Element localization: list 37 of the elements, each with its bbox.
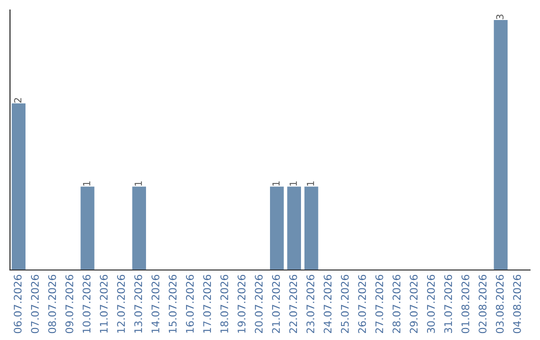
x-tick-label: 21.07.2026 [272, 274, 280, 334]
x-tick-label: 11.07.2026 [100, 274, 108, 333]
x-tick-label: 06.07.2026 [14, 274, 22, 334]
x-tick-label: 07.07.2026 [30, 274, 39, 334]
x-tick-label: 14.07.2026 [152, 274, 160, 333]
data-label: 1 [83, 181, 90, 186]
data-label: 1 [272, 181, 280, 186]
x-tick-label: 22.07.2026 [289, 274, 298, 334]
x-tick-label: 18.07.2026 [220, 274, 228, 333]
data-label: 1 [290, 181, 297, 186]
x-tick-label: 03.08.2026 [496, 274, 504, 334]
x-tick-label: 10.07.2026 [82, 274, 91, 333]
x-tick-label: 08.07.2026 [48, 274, 56, 334]
x-tick-label: 09.07.2026 [65, 274, 74, 334]
x-tick-label: 29.07.2026 [410, 274, 418, 334]
x-tick-label: 28.07.2026 [392, 274, 400, 334]
x-tick-label: 23.07.2026 [306, 274, 314, 334]
x-tick-label: 31.07.2026 [444, 274, 452, 334]
x-tick-label: 25.07.2026 [340, 274, 349, 334]
x-tick-label: 01.08.2026 [461, 274, 470, 334]
data-label: 1 [134, 181, 142, 186]
x-tick-label: 12.07.2026 [117, 274, 125, 333]
data-label: 1 [306, 181, 314, 186]
x-tick-label: 19.07.2026 [238, 274, 246, 333]
x-tick-label: 16.07.2026 [186, 274, 194, 333]
x-tick-label: 17.07.2026 [203, 274, 212, 333]
x-tick-label: 30.07.2026 [427, 274, 435, 334]
x-tick-label: 27.07.2026 [375, 274, 384, 334]
x-tick-label: 13.07.2026 [134, 274, 142, 333]
data-label: 2 [14, 98, 22, 103]
data-label: 3 [496, 14, 504, 20]
x-tick-label: 20.07.2026 [254, 274, 263, 334]
x-tick-label: 26.07.2026 [358, 274, 366, 334]
x-tick-label: 15.07.2026 [168, 274, 177, 333]
x-tick-label: 02.08.2026 [478, 274, 487, 334]
x-tick-label: 04.08.2026 [513, 274, 521, 334]
x-tick-label: 24.07.2026 [324, 274, 332, 334]
